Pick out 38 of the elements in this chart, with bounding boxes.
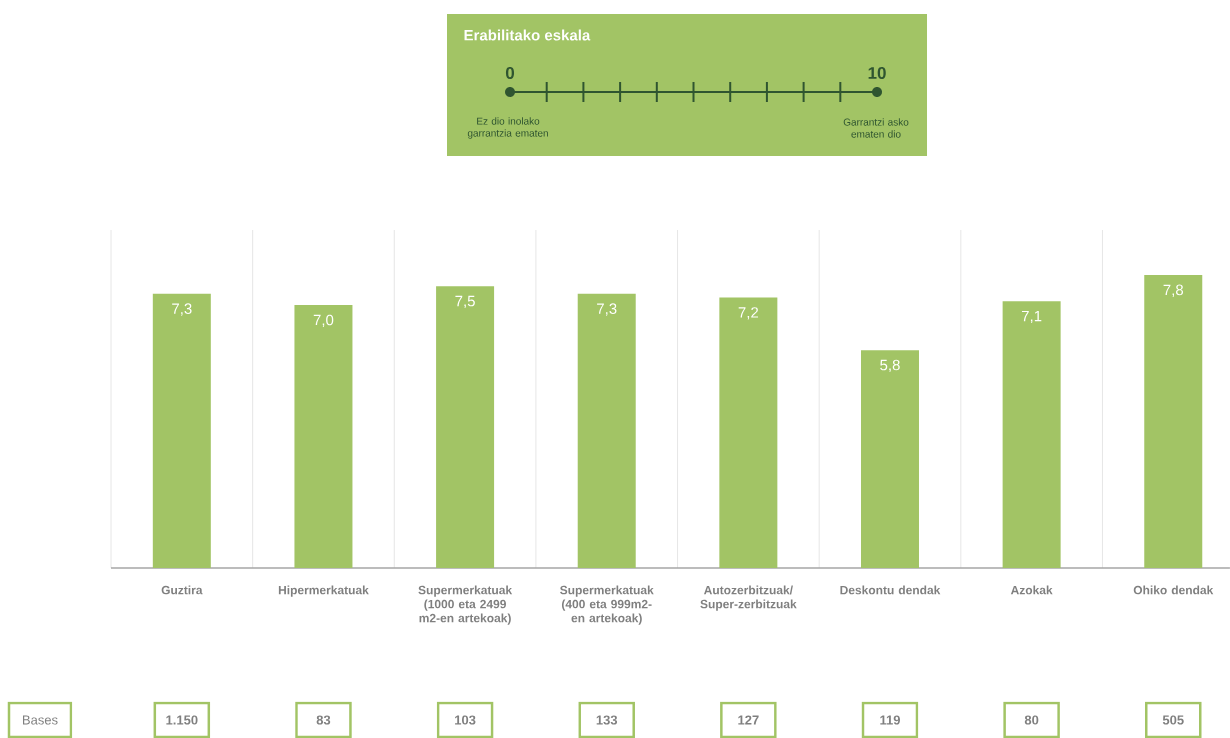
- data-label: 7,5: [455, 295, 475, 309]
- bar: [719, 297, 778, 568]
- text: 505: [1162, 715, 1184, 725]
- data-label: 7,2: [738, 307, 759, 320]
- data-label: 7,8: [1163, 284, 1184, 297]
- bar: [152, 293, 211, 568]
- data-label: 7,3: [172, 303, 192, 316]
- data-label: 5,8: [880, 359, 900, 373]
- bar: [1144, 275, 1203, 568]
- data-label: 7,0: [313, 314, 334, 328]
- text: 10: [868, 66, 886, 80]
- x-tick-label: Ohiko dendak: [1133, 585, 1214, 595]
- text: 103: [455, 715, 476, 725]
- bar: [294, 305, 353, 568]
- bar: [860, 350, 919, 568]
- text: Ez dio inolako garrantzia ematen: [467, 117, 548, 139]
- data-label: 7,1: [1021, 310, 1042, 324]
- text: 1.150: [166, 715, 198, 725]
- bar: [577, 293, 636, 568]
- x-tick-label: Autozerbitzuak/ Super-zerbitzuak: [700, 585, 797, 611]
- x-tick-label: Azokak: [1010, 585, 1053, 595]
- x-tick-label: Supermerkatuak (400 eta 999m2-en artekoak): [560, 585, 654, 625]
- text: 0: [505, 66, 515, 80]
- x-tick-label: Supermerkatuak (1000 eta 2499 m2-en artekoak): [418, 585, 513, 625]
- text: 80: [1024, 715, 1039, 725]
- x-tick-label: Deskontu dendak: [840, 585, 941, 595]
- text: Garrantzi asko ematen dio: [843, 118, 909, 138]
- text: 119: [880, 715, 900, 725]
- bar: [436, 286, 495, 568]
- text: 83: [316, 715, 331, 725]
- x-tick-label: Guztira: [161, 585, 203, 595]
- data-label: 7,3: [597, 303, 617, 316]
- bar: [1002, 301, 1061, 568]
- x-tick-label: Hipermerkatuak: [278, 585, 369, 597]
- text: 127: [738, 715, 759, 725]
- text: 133: [596, 715, 618, 725]
- text: Erabilitako eskala: [464, 29, 591, 41]
- text: Bases: [23, 715, 58, 725]
